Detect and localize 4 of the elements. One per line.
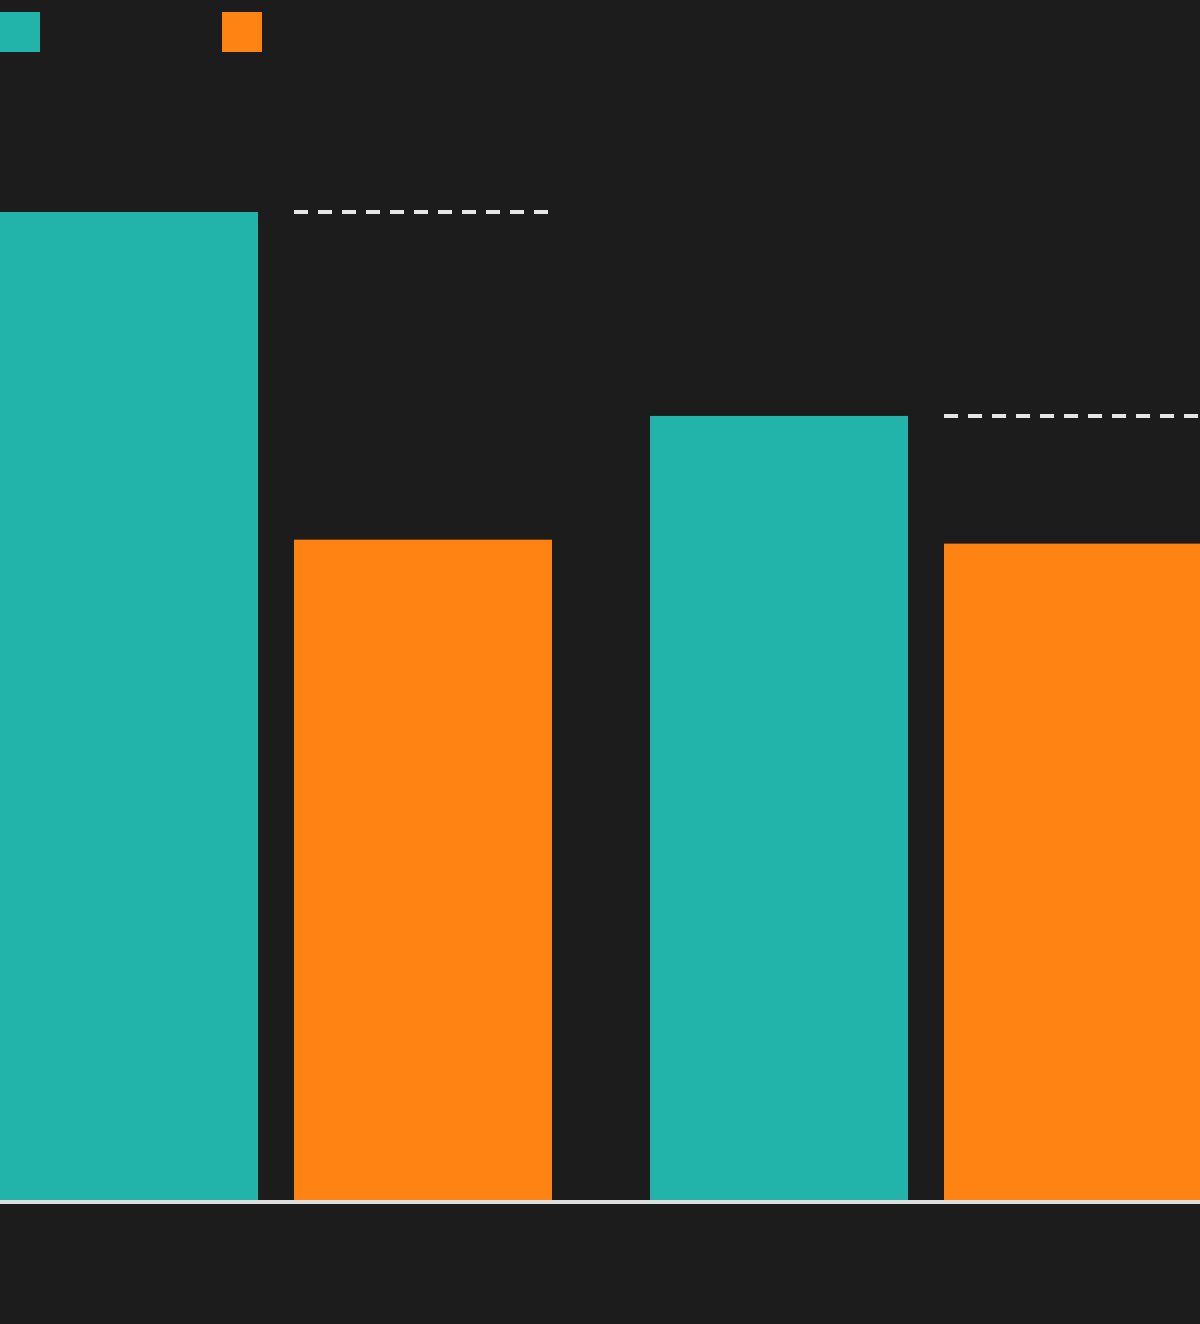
bar bbox=[0, 212, 258, 1202]
bar bbox=[294, 539, 552, 1202]
bar bbox=[650, 415, 908, 1202]
bar bbox=[944, 543, 1200, 1202]
